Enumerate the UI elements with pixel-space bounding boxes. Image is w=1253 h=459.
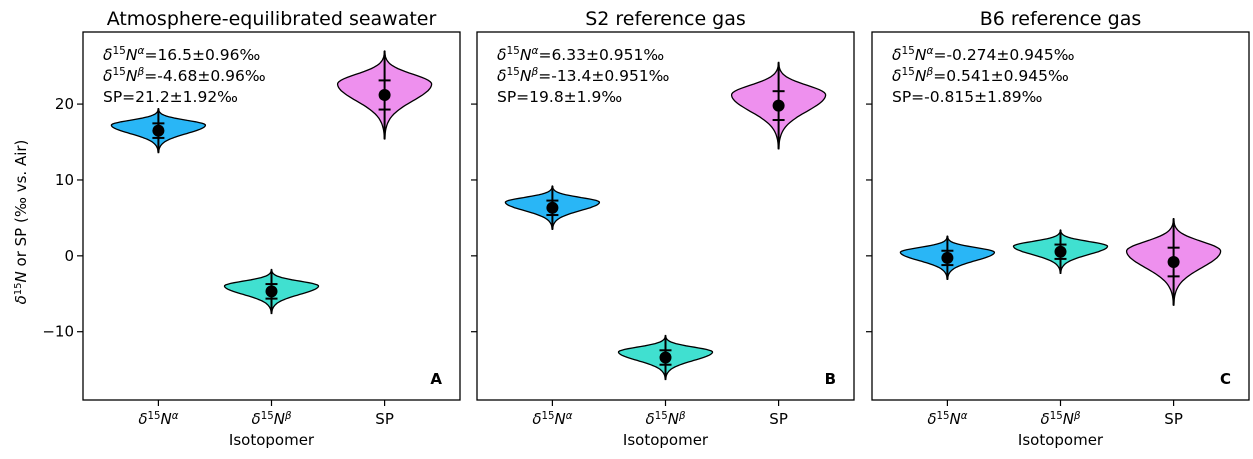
x-tick-label: δ15Nβ [1041, 410, 1081, 428]
mean-point [265, 285, 278, 298]
stats-annotation: SP=19.8±1.9‰ [497, 88, 622, 106]
x-tick-label: δ15Nβ [646, 410, 686, 428]
mean-point [772, 99, 785, 112]
x-tick-label: δ15Nα [532, 410, 572, 428]
stats-annotation: δ15Nα=16.5±0.96‰ [103, 45, 260, 64]
stats-annotation: δ15Nα=6.33±0.951‰ [497, 45, 664, 64]
y-tick-label: −10 [42, 323, 74, 341]
shared-y-axis-label: δ15N or SP (‰ vs. Air) [12, 140, 30, 305]
stats-annotation: δ15Nβ=0.541±0.945‰ [892, 66, 1069, 85]
x-tick-label: SP [375, 410, 394, 428]
x-tick-label: δ15Nα [138, 410, 178, 428]
mean-point [659, 351, 672, 364]
panel-c: B6 reference gas δ15Nα δ15Nβ SP Isotopomer δ1… [866, 8, 1250, 449]
mean-point [1054, 245, 1067, 258]
mean-point [941, 251, 954, 264]
panel-letter: C [1220, 370, 1231, 388]
x-tick-label: SP [1164, 410, 1183, 428]
stats-annotation: SP=-0.815±1.89‰ [892, 88, 1042, 106]
stats-annotation: SP=21.2±1.92‰ [103, 88, 238, 106]
y-tick-label: 20 [55, 95, 74, 113]
stats-annotation: δ15Nβ=-4.68±0.96‰ [103, 66, 266, 85]
stats-annotation: δ15Nβ=-13.4±0.951‰ [497, 66, 670, 85]
panel-letter: A [430, 370, 442, 388]
x-tick-label: SP [769, 410, 788, 428]
x-axis-label: Isotopomer [623, 431, 709, 449]
mean-point [1167, 256, 1180, 269]
panel-title: Atmosphere-equilibrated seawater [107, 8, 437, 30]
mean-point [546, 201, 559, 214]
x-tick-label: δ15Nβ [252, 410, 292, 428]
panel-title: S2 reference gas [585, 8, 746, 30]
panel-letter: B [825, 370, 836, 388]
panel-title: B6 reference gas [980, 8, 1142, 30]
stats-annotation: δ15Nα=-0.274±0.945‰ [892, 45, 1075, 64]
x-axis-label: Isotopomer [229, 431, 315, 449]
mean-point [378, 88, 391, 101]
panel-b: S2 reference gas δ15Nα δ15Nβ SP Isotopomer δ1… [471, 8, 855, 449]
panel-a: Atmosphere-equilibrated seawater −10 0 10 20… [42, 8, 461, 449]
x-tick-label: δ15Nα [927, 410, 967, 428]
y-tick-label: 10 [55, 171, 74, 189]
x-axis-label: Isotopomer [1018, 431, 1104, 449]
mean-point [152, 124, 165, 137]
y-tick-label: 0 [64, 247, 74, 265]
